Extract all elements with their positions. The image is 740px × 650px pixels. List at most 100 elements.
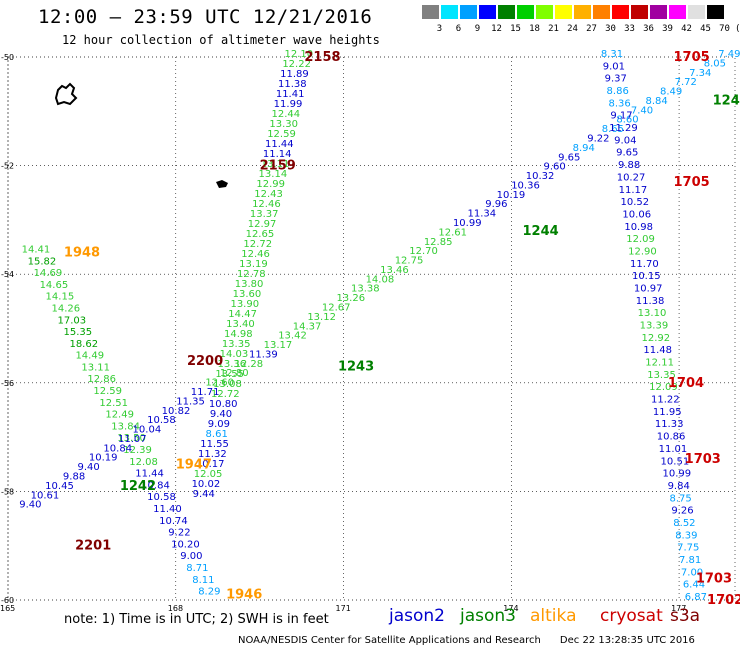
scale-label: 6 <box>455 24 462 34</box>
wave-height-value: 12.51 <box>99 398 128 409</box>
wave-height-value: 12.70 <box>409 246 438 257</box>
wave-height-value: 12.97 <box>248 219 277 230</box>
wave-height-value: 11.22 <box>651 395 680 406</box>
wave-height-value: 9.88 <box>618 160 640 171</box>
latitude-label: -54 <box>1 270 14 279</box>
wave-height-value: 12.09 <box>649 382 678 393</box>
scale-label: 30 <box>605 24 616 34</box>
scale-swatch <box>479 5 497 19</box>
wave-height-value: 7.81 <box>679 555 701 566</box>
wave-height-value: 8.31 <box>601 49 623 60</box>
wave-height-value: 11.17 <box>619 185 648 196</box>
legend-s3a: s3a <box>670 606 701 626</box>
scale-swatch <box>574 5 592 19</box>
wave-height-value: 9.01 <box>603 61 625 72</box>
scale-swatch <box>650 5 668 19</box>
pass-time-labels: 2158 2159 2200 2201 1948 1947 1946 1245 1244 1243… <box>64 50 740 608</box>
scale-swatch <box>707 5 725 19</box>
wave-height-value: 9.40 <box>19 500 41 511</box>
wave-height-value: 10.99 <box>453 218 482 229</box>
wave-height-value: 11.33 <box>655 419 684 430</box>
scale-swatch <box>517 5 535 19</box>
scale-label: 42 <box>681 24 692 34</box>
wave-height-value: 11.48 <box>643 345 672 356</box>
pass-time-label: 1704 <box>668 376 704 391</box>
wave-height-value: 7.72 <box>675 77 697 88</box>
wave-height-value: 9.96 <box>485 199 507 210</box>
scale-label: 70 <box>719 24 730 34</box>
scale-swatch <box>555 5 573 19</box>
wave-height-value: 11.71 <box>191 387 220 398</box>
wave-height-value: 9.60 <box>544 162 566 173</box>
wave-height-value: 9.26 <box>671 506 693 517</box>
track-jason3: 9.4010.6110.459.889.4010.1910.8411.0710.… <box>19 49 740 511</box>
wave-height-value: 13.08 <box>213 379 242 390</box>
wave-height-value: 11.99 <box>274 99 303 110</box>
longitude-label: 165 <box>0 604 15 613</box>
wave-height-value: 12.72 <box>243 239 272 250</box>
wave-height-value: 10.20 <box>171 539 200 550</box>
wave-height-value: 13.46 <box>380 265 409 276</box>
wave-height-value: 13.38 <box>351 284 380 295</box>
wave-height-value: 9.88 <box>63 472 85 483</box>
campbell-island-coastline <box>216 180 228 188</box>
wave-height-value: 13.11 <box>81 362 110 373</box>
wave-height-value: 8.86 <box>607 86 629 97</box>
scale-label: 21 <box>548 24 559 34</box>
wave-height-value: 11.44 <box>265 139 294 150</box>
wave-height-value: 9.37 <box>605 74 627 85</box>
wave-height-value: 8.60 <box>616 115 638 126</box>
latitude-label: -50 <box>1 53 14 62</box>
wave-height-value: 13.35 <box>222 339 251 350</box>
scale-label: 15 <box>510 24 521 34</box>
pass-time-label: 1705 <box>673 50 709 65</box>
wave-height-value: 14.41 <box>22 244 51 255</box>
wave-height-value: 12.90 <box>628 246 657 257</box>
scale-swatch <box>631 5 649 19</box>
wave-height-value: 10.19 <box>89 453 118 464</box>
wave-height-value: 13.84 <box>111 421 140 432</box>
pass-time-label: 1703 <box>685 452 721 467</box>
wave-height-value: 13.30 <box>269 119 298 130</box>
wave-height-value: 13.39 <box>640 321 669 332</box>
wave-height-value: 13.14 <box>259 169 288 180</box>
wave-height-value: 8.61 <box>206 429 228 440</box>
wave-height-value: 14.47 <box>228 309 257 320</box>
wave-height-value: 12.46 <box>252 199 281 210</box>
wave-height-value: 9.40 <box>210 409 232 420</box>
pass-time-label: 1705 <box>673 175 709 190</box>
pass-time-label: 2159 <box>260 159 296 174</box>
wave-height-value: 9.22 <box>587 134 609 145</box>
wave-height-value: 10.17 <box>196 459 225 470</box>
wave-height-value: 12.11 <box>645 358 674 369</box>
wave-height-value: 12.65 <box>246 229 275 240</box>
pass-time-label: 1946 <box>226 588 262 603</box>
wave-height-value: 9.65 <box>616 148 638 159</box>
wave-height-value: 10.52 <box>621 197 650 208</box>
scale-swatch <box>669 5 687 19</box>
altimeter-tracks: 9.4410.0212.0510.1711.3211.558.619.099.4… <box>19 49 740 603</box>
wave-height-value: 13.19 <box>239 259 268 270</box>
scale-label: 12 <box>491 24 502 34</box>
wave-height-value: 17.03 <box>58 315 87 326</box>
note-text: note: 1) Time is in UTC; 2) SWH is in fe… <box>64 612 329 627</box>
longitude-label: 171 <box>336 604 351 613</box>
map-frame <box>7 56 736 601</box>
wave-height-value: 12.92 <box>641 333 670 344</box>
wave-height-value: 12.72 <box>211 389 240 400</box>
pass-time-label: 1947 <box>176 457 212 472</box>
wave-height-value: 12.67 <box>322 303 351 314</box>
wave-height-value: 8.36 <box>608 98 630 109</box>
wave-height-value: 7.49 <box>718 49 740 60</box>
wave-height-value: 10.97 <box>634 283 663 294</box>
wave-height-value: 13.55 <box>215 369 244 380</box>
wave-height-value: 15.35 <box>63 327 92 338</box>
wave-height-value: 13.37 <box>250 209 279 220</box>
auckland-islands-coastline <box>54 82 78 106</box>
wave-height-value: 11.89 <box>280 69 309 80</box>
wave-height-value: 12.09 <box>626 234 655 245</box>
wave-height-value: 9.17 <box>610 111 632 122</box>
wave-height-value: 10.02 <box>192 479 221 490</box>
wave-height-value: 10.27 <box>617 172 646 183</box>
